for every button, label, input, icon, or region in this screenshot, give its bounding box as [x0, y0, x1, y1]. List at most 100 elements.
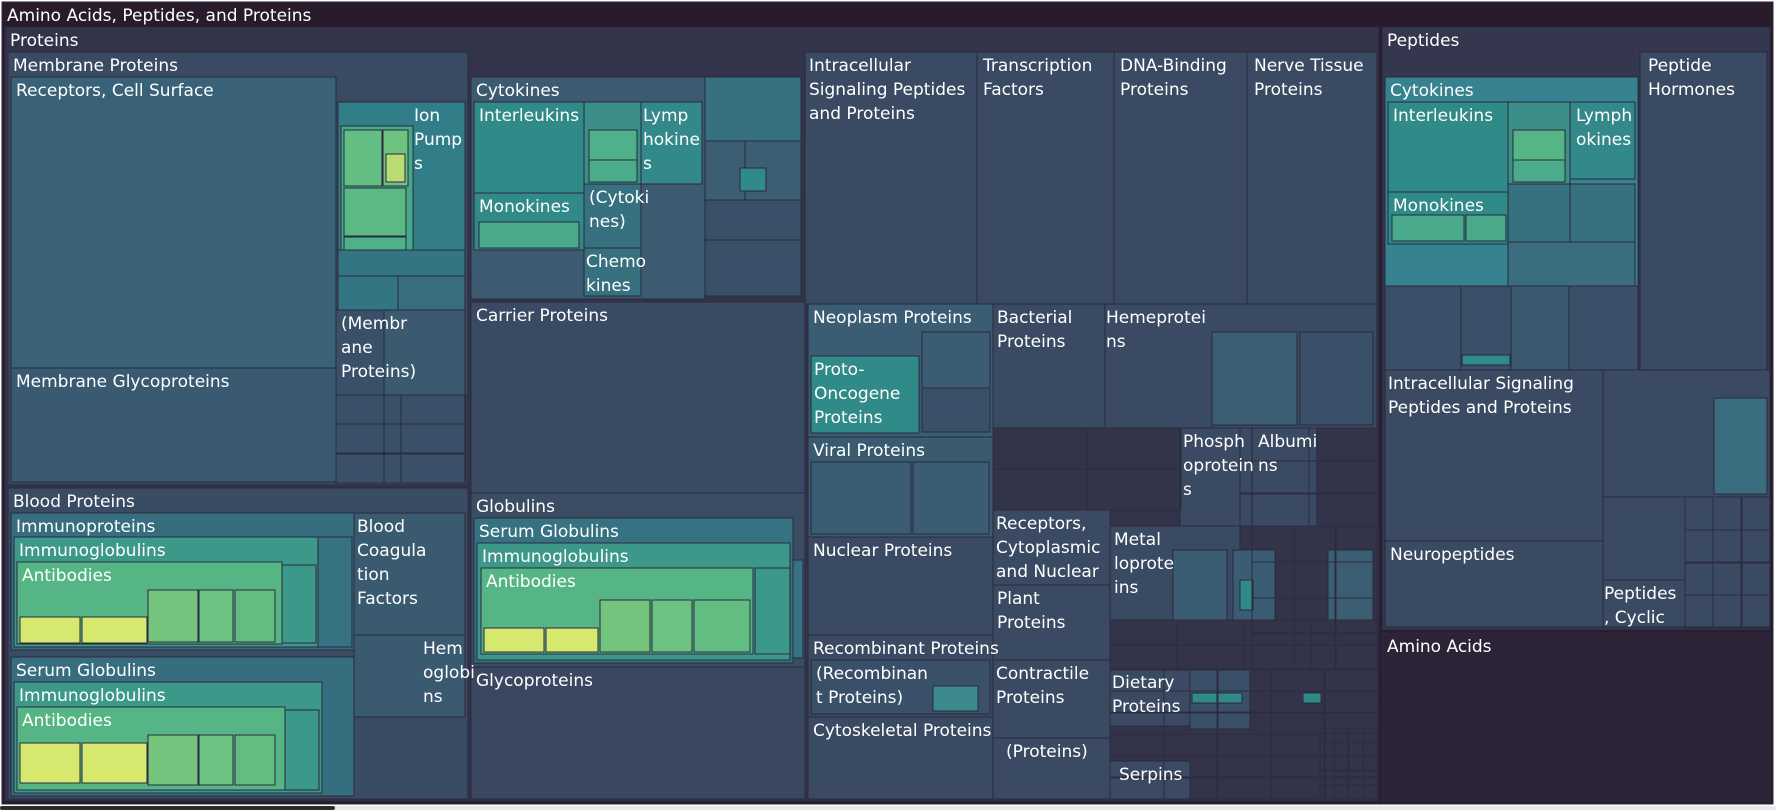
- treemap-cell-plant-proteins[interactable]: [992, 584, 1111, 661]
- treemap-grid-cell: [1163, 690, 1219, 714]
- horizontal-scrollbar[interactable]: [0, 806, 1776, 810]
- treemap-subcell: [1512, 159, 1566, 183]
- treemap-subcell: [921, 387, 991, 433]
- treemap-grid-cell: [1163, 755, 1219, 779]
- treemap-cell-blood-coagulation-factors[interactable]: [353, 512, 466, 636]
- treemap-cell-peptides-cyclic[interactable]: [1602, 579, 1686, 628]
- treemap-cell-neuropeptides[interactable]: [1384, 540, 1604, 628]
- treemap-subcell: [1568, 285, 1639, 371]
- treemap-cell-interleukins[interactable]: [473, 101, 585, 194]
- treemap-subcell: [704, 199, 802, 241]
- treemap-cell-p-lymphokines[interactable]: [1569, 101, 1636, 180]
- treemap-grid-cell: [1270, 690, 1326, 714]
- treemap-subcell: [1239, 579, 1254, 611]
- treemap-subcell: [234, 734, 276, 786]
- treemap-grid-cell: [1333, 784, 1349, 800]
- treemap-cell-dna-binding-proteins[interactable]: [1113, 51, 1248, 305]
- treemap-cell-proto-oncogene-proteins[interactable]: [810, 355, 920, 434]
- treemap-subcell: [343, 236, 407, 251]
- treemap-subcell: [1713, 397, 1768, 495]
- treemap-subcell: [932, 685, 979, 712]
- treemap-cell-serpins[interactable]: [1109, 760, 1191, 800]
- treemap-subcell: [1232, 549, 1276, 621]
- treemap-grid-cell: [1270, 755, 1326, 779]
- treemap-cell-nuclear-proteins[interactable]: [807, 536, 994, 636]
- treemap-subcell: [281, 564, 317, 644]
- treemap-subcell: [739, 167, 767, 192]
- treemap-subcell: [397, 275, 466, 311]
- treemap-grid-cell: [1333, 755, 1349, 771]
- treemap-subcell: [1299, 331, 1374, 426]
- treemap-subcell: [234, 589, 276, 643]
- treemap-grid-cell: [1308, 492, 1379, 527]
- treemap-subcell: [343, 129, 383, 187]
- treemap-cell-phosphoproteins[interactable]: [1179, 427, 1253, 527]
- treemap-subcell: [1384, 285, 1462, 371]
- treemap-subcell: [588, 159, 638, 183]
- treemap-subcell: [704, 76, 802, 142]
- treemap-subcell: [588, 129, 638, 161]
- treemap-cell-lymphokines[interactable]: [640, 101, 703, 185]
- treemap-subcell: [147, 589, 199, 643]
- treemap-cell-proteins-paren[interactable]: [992, 737, 1111, 800]
- treemap-subcell: [383, 309, 466, 396]
- treemap-subcell: [1569, 183, 1636, 243]
- treemap-cell-membrane-glycoproteins[interactable]: [10, 367, 337, 483]
- treemap-subcell: [1507, 183, 1571, 243]
- treemap-subcell: [343, 187, 407, 237]
- treemap-subcell: [198, 589, 234, 643]
- treemap-subcell: [284, 709, 320, 791]
- treemap-subcell: [383, 394, 466, 484]
- treemap-subcell: [1172, 549, 1228, 621]
- treemap-subcell: [1507, 241, 1636, 287]
- treemap-cell-cytoskeletal-proteins[interactable]: [807, 716, 994, 800]
- treemap-cell-bacterial-proteins[interactable]: [992, 303, 1106, 429]
- treemap-subcell: [1510, 285, 1570, 371]
- treemap-grid-cell: [1362, 755, 1378, 771]
- treemap-subcell: [1461, 354, 1511, 366]
- treemap-cell-intracellular-signaling[interactable]: [804, 51, 978, 305]
- treemap-subcell: [1211, 331, 1298, 426]
- treemap-cell-p-intracellular-signaling[interactable]: [1384, 369, 1604, 542]
- treemap-subcell: [19, 742, 81, 784]
- treemap-subcell: [754, 567, 791, 655]
- treemap-cell-peptide-hormones[interactable]: [1639, 51, 1768, 371]
- scrollbar-thumb[interactable]: [0, 806, 335, 810]
- treemap-cell-nerve-tissue-proteins[interactable]: [1246, 51, 1378, 305]
- treemap-cell-receptors-cytoplasmic-nuclear[interactable]: [992, 509, 1111, 586]
- treemap-grid-cell: [1741, 594, 1771, 629]
- treemap-subcell: [1512, 129, 1566, 161]
- treemap-subcell: [385, 153, 406, 183]
- treemap-cell-glycoproteins[interactable]: [470, 666, 806, 800]
- treemap-cell-chemokines[interactable]: [583, 247, 642, 297]
- treemap-cell-amino-acids[interactable]: [1381, 632, 1771, 802]
- treemap-cell-hemoglobins[interactable]: [353, 634, 466, 718]
- treemap-grid-cell: [1270, 776, 1326, 800]
- treemap-cell-transcription-factors[interactable]: [976, 51, 1115, 305]
- treemap-cell-contractile-proteins[interactable]: [992, 659, 1111, 739]
- treemap-subcell: [704, 239, 802, 297]
- treemap-cell-carrier-proteins[interactable]: [470, 301, 806, 494]
- treemap-subcell: [81, 742, 148, 784]
- treemap-grid-cell: [1334, 597, 1378, 635]
- treemap-cell-dietary-proteins[interactable]: [1109, 668, 1191, 727]
- treemap-cell-albumins[interactable]: [1251, 427, 1318, 527]
- treemap-subcell: [912, 461, 990, 535]
- treemap-subcell: [147, 734, 199, 786]
- treemap-subcell: [1302, 692, 1322, 704]
- treemap-cell-receptors-cell-surface[interactable]: [10, 76, 337, 369]
- treemap-grid-cell: [1712, 529, 1742, 564]
- treemap-subcell: [810, 461, 912, 535]
- treemap-grid-cell: [1712, 594, 1742, 629]
- treemap-subcell: [478, 221, 580, 249]
- treemap-subcell: [1391, 214, 1465, 242]
- treemap-subcell: [792, 559, 804, 659]
- treemap-grid-cell: [1741, 529, 1771, 564]
- treemap-grid-cell: [400, 423, 467, 454]
- treemap-cell-p-interleukins[interactable]: [1387, 101, 1509, 193]
- treemap-cell-cytokines-paren[interactable]: [583, 183, 642, 249]
- treemap-subcell: [693, 599, 751, 653]
- treemap-subcell: [337, 275, 399, 311]
